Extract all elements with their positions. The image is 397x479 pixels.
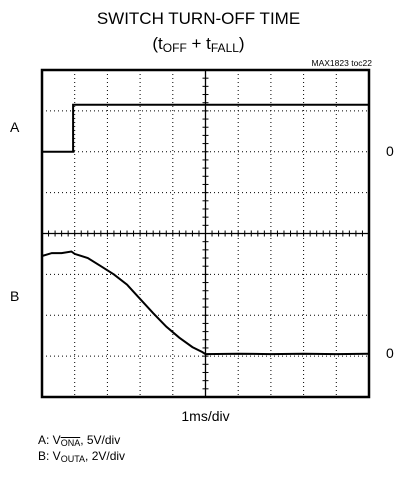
figure-reference: MAX1823 toc22 xyxy=(311,58,372,68)
trace-a-label: A xyxy=(10,119,20,136)
subtitle-mid: + t xyxy=(186,34,211,53)
subtitle-sub-fall: FALL xyxy=(210,41,239,55)
x-axis-label: 1ms/div xyxy=(181,408,230,424)
subtitle-close: ) xyxy=(238,34,245,53)
chart-subtitle: (tOFF + tFALL) xyxy=(0,34,397,58)
legend-entry-b: B: VOUTA, 2V/div xyxy=(38,449,125,466)
trace-a-zero-label: 0 xyxy=(386,142,394,159)
legend-a-sub: ONA xyxy=(60,438,81,448)
trace-b-zero-label: 0 xyxy=(386,345,394,362)
legend-b-sub: OUTA xyxy=(60,454,86,464)
legend-a-suffix: , 5V/div xyxy=(80,433,121,447)
grid xyxy=(42,70,369,397)
trace-b xyxy=(41,250,370,356)
subtitle-sub-off: OFF xyxy=(162,41,187,55)
subtitle-open: (t xyxy=(152,34,163,53)
legend-entry-a: A: VONA, 5V/div xyxy=(38,433,120,450)
legend-b-suffix: , 2V/div xyxy=(85,449,126,463)
trace-b-label: B xyxy=(10,287,20,304)
legend-a-prefix: A: V xyxy=(38,433,61,447)
legend-b-prefix: B: V xyxy=(38,449,61,463)
chart-title: SWITCH TURN-OFF TIME xyxy=(96,9,301,28)
trace-a xyxy=(42,103,369,153)
